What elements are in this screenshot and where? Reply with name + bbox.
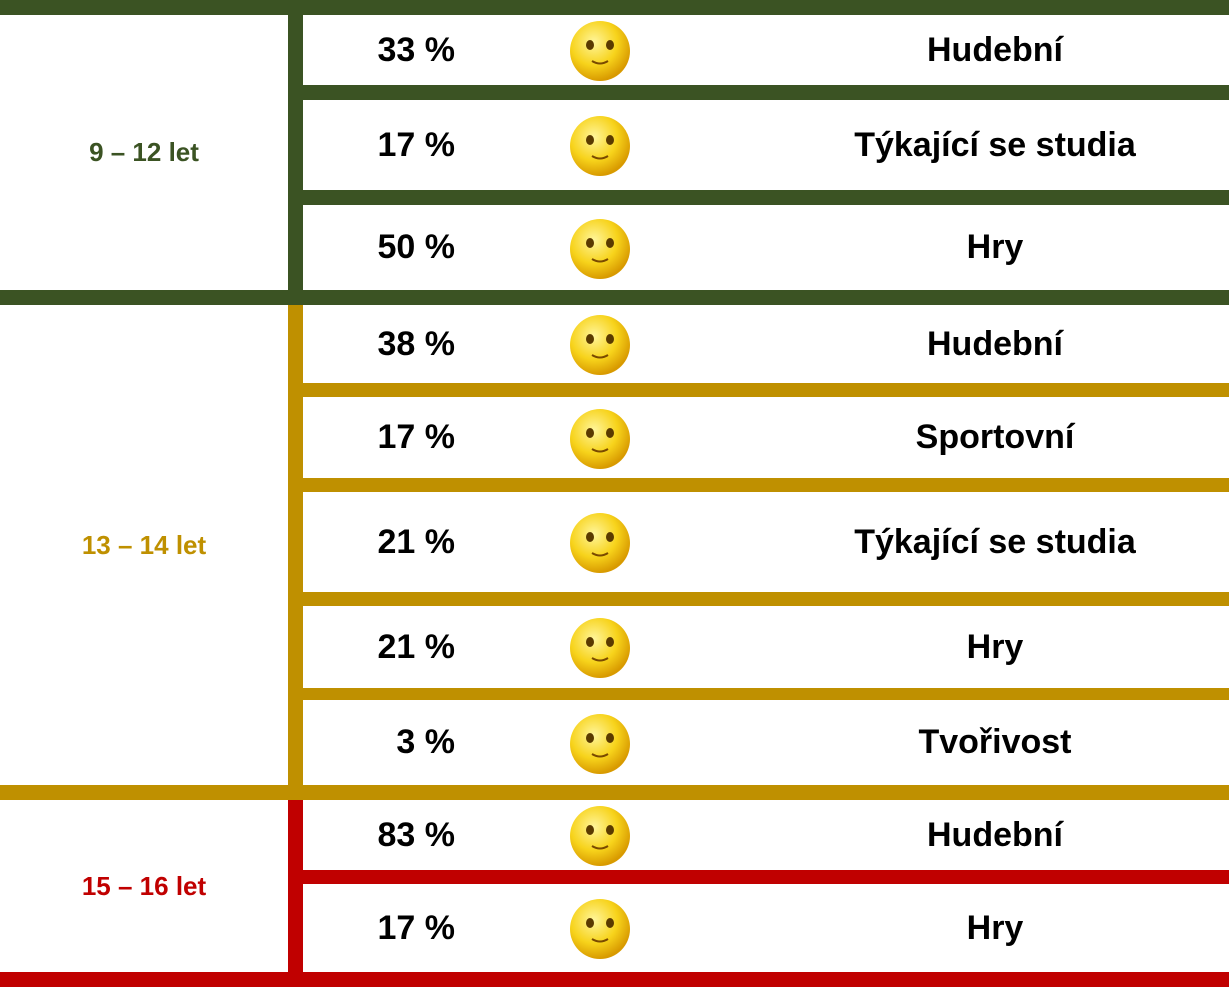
activity: Týkající se studia (760, 100, 1229, 190)
header-strip (0, 0, 1229, 15)
row-separator (303, 85, 1229, 100)
activity: Hry (760, 606, 1229, 688)
age-label: 13 – 14 let (0, 305, 288, 785)
infographic: 9 – 12 let33 % Hudební 17 % Týkající se stu… (0, 0, 1229, 987)
emoji-icon (560, 612, 640, 682)
age-label: 15 – 16 let (0, 800, 288, 972)
percent: 17 % (303, 100, 455, 190)
activity: Tvořivost (760, 700, 1229, 785)
group-separator (0, 972, 1229, 987)
emoji-icon (560, 403, 640, 473)
group-divider (288, 800, 303, 972)
emoji-icon (560, 110, 640, 180)
activity: Hry (760, 205, 1229, 290)
activity: Hry (760, 884, 1229, 972)
row-separator (303, 688, 1229, 700)
percent: 17 % (303, 397, 455, 478)
group-divider (288, 305, 303, 785)
emoji-icon (560, 800, 640, 870)
percent: 50 % (303, 205, 455, 290)
percent: 17 % (303, 884, 455, 972)
row-separator (303, 592, 1229, 606)
activity: Sportovní (760, 397, 1229, 478)
percent: 3 % (303, 700, 455, 785)
percent: 21 % (303, 606, 455, 688)
row-separator (303, 478, 1229, 492)
percent: 83 % (303, 800, 455, 870)
emoji-icon (560, 15, 640, 85)
percent: 21 % (303, 492, 455, 592)
group-divider (288, 15, 303, 290)
activity: Hudební (760, 305, 1229, 383)
row-separator (303, 190, 1229, 205)
emoji-icon (560, 309, 640, 379)
group-separator (0, 785, 1229, 800)
percent: 33 % (303, 15, 455, 85)
emoji-icon (560, 213, 640, 283)
group-separator (0, 290, 1229, 305)
emoji-icon (560, 507, 640, 577)
age-label: 9 – 12 let (0, 15, 288, 290)
activity: Týkající se studia (760, 492, 1229, 592)
emoji-icon (560, 893, 640, 963)
percent: 38 % (303, 305, 455, 383)
emoji-icon (560, 708, 640, 778)
row-separator (303, 383, 1229, 397)
activity: Hudební (760, 800, 1229, 870)
row-separator (303, 870, 1229, 884)
activity: Hudební (760, 15, 1229, 85)
